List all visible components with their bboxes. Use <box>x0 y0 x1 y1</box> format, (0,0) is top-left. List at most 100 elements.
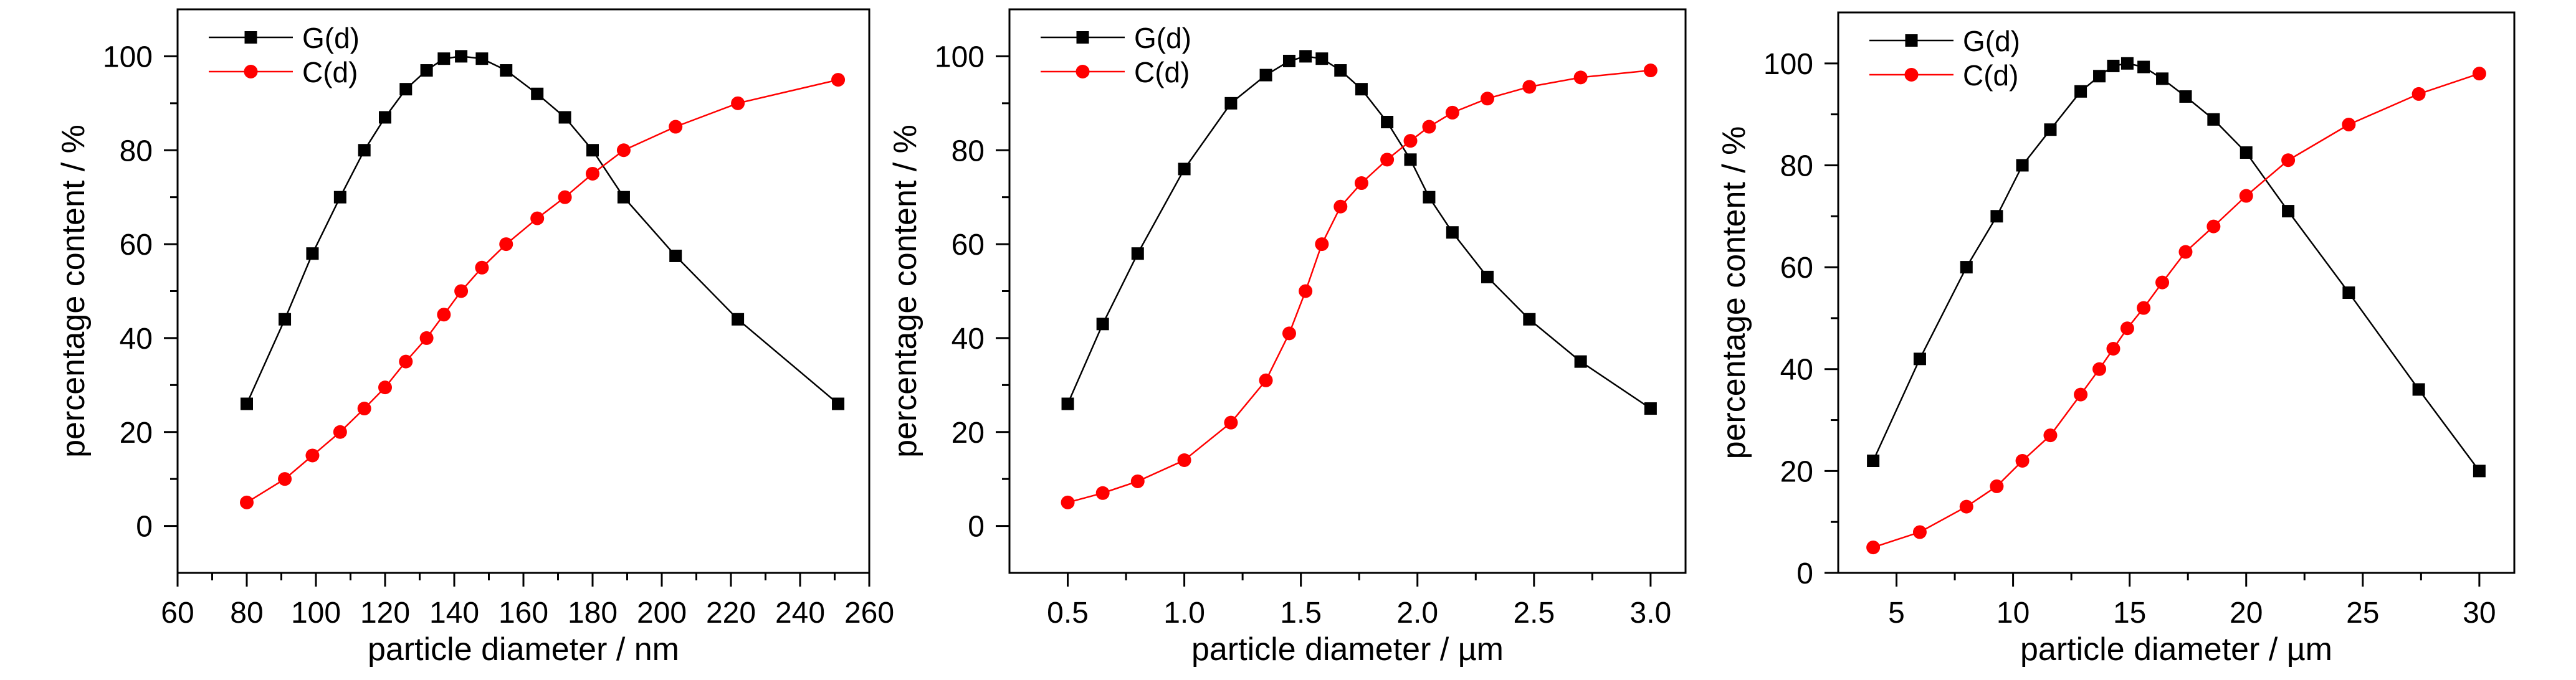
y-tick-label: 0 <box>136 511 153 544</box>
series-line <box>1872 73 2480 549</box>
x-tick-label: 240 <box>775 597 825 630</box>
data-point <box>1224 97 1238 110</box>
legend-marker <box>1904 68 1919 82</box>
data-point <box>2179 90 2192 103</box>
x-tick-label: 220 <box>706 597 756 630</box>
chart-panel-1: 60 80 100 120 140 160 180 200 220 240 260 0 20 40 60 80… <box>55 8 894 668</box>
data-point <box>1095 486 1110 500</box>
data-point <box>1573 70 1588 85</box>
y-tick-label: 80 <box>1780 149 1813 182</box>
data-point <box>240 495 254 509</box>
data-point <box>2412 383 2425 396</box>
plot-frame <box>1008 8 1687 574</box>
y-tick-label: 100 <box>1763 48 1813 81</box>
data-point <box>1522 80 1537 94</box>
y-tick-label: 0 <box>968 511 985 544</box>
y-tick-label: 20 <box>952 417 985 450</box>
series-C(d) <box>1866 67 2486 555</box>
data-point <box>1404 153 1417 166</box>
legend-entry: C(d) <box>1869 59 2018 92</box>
data-point <box>333 425 347 439</box>
x-tick-label: 140 <box>429 597 479 630</box>
legend-entry: C(d) <box>209 56 358 88</box>
data-point <box>2472 67 2486 81</box>
legend-marker <box>244 31 257 44</box>
data-point <box>1177 453 1191 467</box>
data-point <box>475 260 489 275</box>
data-point <box>1380 153 1395 167</box>
data-point <box>378 380 392 395</box>
x-tick-label: 260 <box>844 597 894 630</box>
data-point <box>1867 455 1880 467</box>
data-point <box>2106 342 2120 356</box>
series-G(d) <box>241 50 845 410</box>
data-point <box>399 83 413 96</box>
y-tick-label: 100 <box>935 40 985 73</box>
x-tick-label: 60 <box>161 597 194 630</box>
y-tick-label: 40 <box>120 323 153 356</box>
x-tick-label: 200 <box>637 597 687 630</box>
data-point <box>1523 313 1536 326</box>
legend-label: C(d) <box>1134 56 1190 88</box>
data-point <box>1643 64 1658 78</box>
y-tick-label: 20 <box>1780 455 1813 488</box>
data-point <box>1259 68 1272 82</box>
data-point <box>454 284 469 298</box>
x-tick-label: 5 <box>1888 597 1905 630</box>
data-point <box>1355 83 1368 96</box>
data-point <box>2015 454 2030 468</box>
data-point <box>437 52 451 65</box>
x-axis-label: particle diameter / µm <box>2020 631 2332 668</box>
data-point <box>1354 176 1368 191</box>
legend-label: C(d) <box>1963 59 2018 92</box>
data-point <box>2473 465 2486 478</box>
y-tick-label: 60 <box>1780 252 1813 285</box>
data-point <box>2281 153 2296 168</box>
data-point <box>2074 85 2087 98</box>
x-tick-label: 30 <box>2463 597 2496 630</box>
series-G(d) <box>1867 57 2486 478</box>
data-point <box>1178 163 1191 176</box>
data-point <box>2178 245 2193 259</box>
data-point <box>2342 286 2355 299</box>
x-tick-label: 100 <box>291 597 341 630</box>
data-point <box>2120 57 2134 70</box>
legend-entry: G(d) <box>1869 25 2020 57</box>
y-tick-label: 40 <box>1780 354 1813 387</box>
x-tick-label: 1.0 <box>1163 597 1205 630</box>
data-point <box>1913 352 1926 366</box>
x-tick-label: 2.5 <box>1513 597 1555 630</box>
data-point <box>455 50 468 63</box>
data-point <box>2206 219 2221 234</box>
data-point <box>357 402 371 416</box>
data-point <box>1423 191 1436 204</box>
chart-panel-3: 5 10 15 20 25 30 0 20 40 60 80 100 particle diameter… <box>1716 11 2516 668</box>
data-point <box>1315 52 1329 65</box>
y-tick-label: 80 <box>120 135 153 168</box>
data-point <box>2207 113 2220 126</box>
data-point <box>419 331 434 345</box>
data-point <box>2155 275 2170 290</box>
data-point <box>586 166 599 181</box>
data-point <box>437 308 451 322</box>
data-point <box>2239 189 2253 203</box>
data-point <box>1224 415 1238 430</box>
data-point <box>241 397 253 410</box>
data-point <box>2120 321 2134 336</box>
plot-frame <box>1837 11 2516 574</box>
data-point <box>1422 120 1436 134</box>
series-G(d) <box>1061 50 1657 415</box>
y-tick-label: 60 <box>952 229 985 262</box>
x-tick-label: 160 <box>499 597 548 630</box>
data-point <box>1446 226 1459 239</box>
x-tick-label: 15 <box>2113 597 2146 630</box>
series-line <box>1067 69 1651 504</box>
data-point <box>2240 146 2253 159</box>
legend-label: C(d) <box>302 56 358 88</box>
data-point <box>1644 402 1657 415</box>
data-point <box>1959 499 1973 514</box>
y-tick-label: 20 <box>120 417 153 450</box>
data-point <box>1990 210 2003 223</box>
series-line <box>246 55 839 405</box>
series-line <box>1067 55 1651 410</box>
